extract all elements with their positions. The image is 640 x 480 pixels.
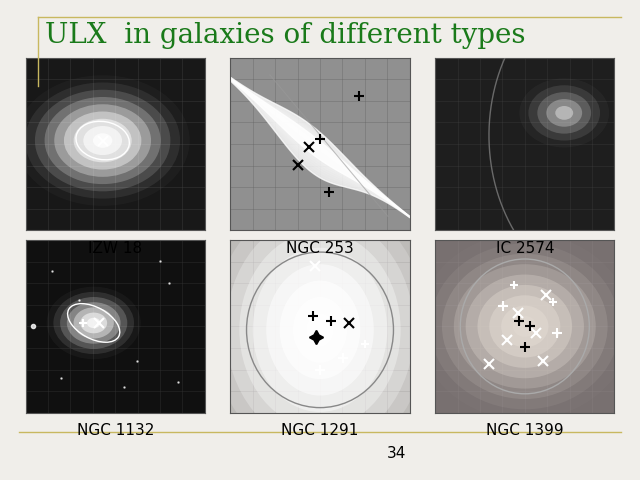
- Text: NGC 1291: NGC 1291: [282, 423, 358, 438]
- Ellipse shape: [212, 199, 428, 461]
- Ellipse shape: [226, 215, 414, 445]
- Text: NGC 1399: NGC 1399: [486, 423, 564, 438]
- Text: IC 2574: IC 2574: [495, 241, 554, 256]
- Ellipse shape: [529, 85, 600, 141]
- Ellipse shape: [501, 306, 548, 347]
- Ellipse shape: [466, 275, 584, 378]
- Text: IZW 18: IZW 18: [88, 241, 142, 256]
- Text: 34: 34: [387, 446, 406, 461]
- Ellipse shape: [74, 307, 114, 338]
- Ellipse shape: [35, 90, 170, 192]
- Ellipse shape: [87, 318, 100, 328]
- Ellipse shape: [513, 316, 536, 337]
- Text: NGC 1132: NGC 1132: [77, 423, 154, 438]
- Text: NGC 253: NGC 253: [286, 241, 354, 256]
- Ellipse shape: [307, 313, 333, 346]
- Ellipse shape: [53, 292, 134, 354]
- Text: ULX  in galaxies of different types: ULX in galaxies of different types: [45, 22, 525, 48]
- Ellipse shape: [74, 119, 132, 162]
- Ellipse shape: [430, 243, 620, 409]
- Ellipse shape: [454, 264, 596, 389]
- Ellipse shape: [54, 104, 151, 177]
- Ellipse shape: [547, 99, 582, 127]
- Ellipse shape: [80, 312, 107, 333]
- Ellipse shape: [199, 182, 441, 478]
- Ellipse shape: [442, 254, 607, 399]
- Ellipse shape: [538, 92, 591, 133]
- Ellipse shape: [186, 166, 454, 480]
- Ellipse shape: [64, 111, 141, 169]
- Ellipse shape: [45, 97, 161, 184]
- Ellipse shape: [556, 106, 573, 120]
- Ellipse shape: [93, 133, 113, 148]
- Ellipse shape: [60, 297, 127, 349]
- Ellipse shape: [280, 281, 360, 379]
- Ellipse shape: [266, 264, 374, 396]
- Ellipse shape: [25, 83, 180, 199]
- Ellipse shape: [253, 248, 387, 412]
- Ellipse shape: [83, 126, 122, 155]
- Ellipse shape: [67, 302, 120, 344]
- Ellipse shape: [239, 231, 401, 428]
- Ellipse shape: [293, 297, 347, 363]
- Ellipse shape: [477, 285, 572, 368]
- Ellipse shape: [490, 295, 560, 358]
